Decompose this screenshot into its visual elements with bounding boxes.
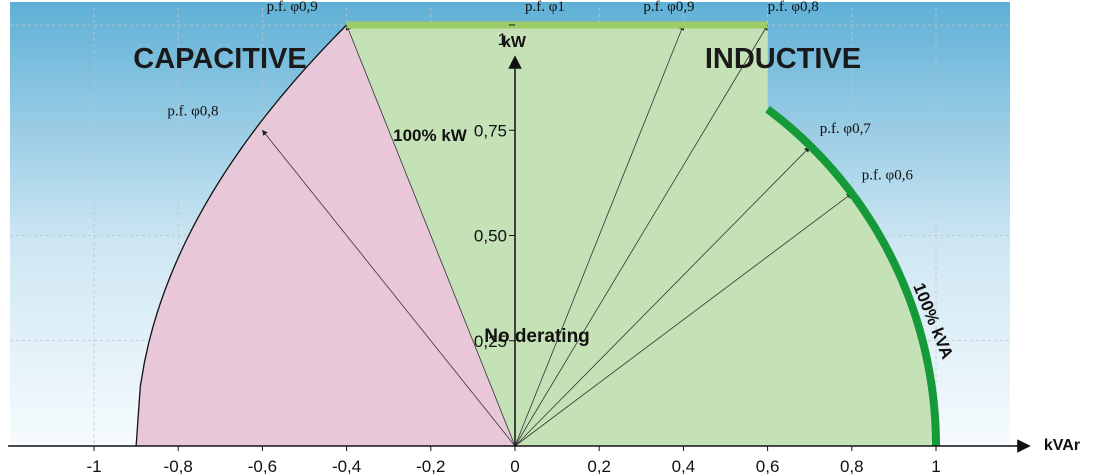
x-tick-label: -1 (86, 457, 101, 474)
pf-label: p.f. φ0,8 (768, 0, 819, 15)
x-tick-label: 0,6 (756, 457, 780, 474)
capacitive-boundary-arc (135, 24, 348, 447)
capacitive-title: CAPACITIVE (133, 43, 306, 75)
power-factor-lines (262, 24, 853, 447)
x-tick-label: 0,4 (672, 457, 696, 474)
x-tick-label: 0,2 (587, 457, 611, 474)
x-axis-title: kVAr (1044, 437, 1080, 454)
y-ticks: 0,25 0,50 0,75 1 (474, 24, 515, 351)
x-tick-label: -0,2 (416, 457, 445, 474)
pf-label: p.f. φ0,8 (167, 103, 218, 119)
pf-line (514, 24, 768, 447)
pf-label: p.f. φ0,9 (643, 0, 694, 15)
y-tick-label: 1 (498, 30, 507, 49)
inductive-title: INDUCTIVE (705, 43, 861, 75)
capacitive-region (136, 25, 515, 446)
pf-line (514, 146, 811, 447)
kva-limit-arc (765, 106, 940, 447)
x-tick-label: 1 (931, 457, 940, 474)
x-tick-label: 0 (510, 457, 519, 474)
no-derating-label: No derating (484, 326, 590, 347)
y-axis-title: kW (502, 34, 527, 51)
x-tick-label: -0,8 (164, 457, 193, 474)
y-tick-label: 0,75 (474, 121, 507, 140)
pf-line (262, 129, 516, 447)
y-tick-label: 0,25 (474, 332, 507, 351)
pf-label: p.f. φ0,6 (862, 167, 914, 183)
pf-label: p.f. φ1 (525, 0, 565, 15)
power-factor-labels: p.f. φ1 p.f. φ0,9 p.f. φ0,8 p.f. φ0,7 p.f. φ… (167, 0, 913, 183)
pf-line (514, 193, 853, 447)
x-ticks: -1 -0,8 -0,6 -0,4 -0,2 0 0,2 0,4 0,6 0,8 1 (86, 446, 941, 474)
pf-line (345, 24, 516, 447)
pf-line (514, 24, 685, 447)
x-tick-label: -0,4 (332, 457, 361, 474)
kw-limit-label: 100% kW (393, 126, 468, 145)
y-tick-label: 0,50 (474, 227, 507, 246)
x-tick-label: 0,8 (840, 457, 864, 474)
pf-label: p.f. φ0,7 (820, 121, 872, 137)
x-tick-label: -0,6 (248, 457, 277, 474)
pf-label: p.f. φ0,9 (267, 0, 318, 15)
